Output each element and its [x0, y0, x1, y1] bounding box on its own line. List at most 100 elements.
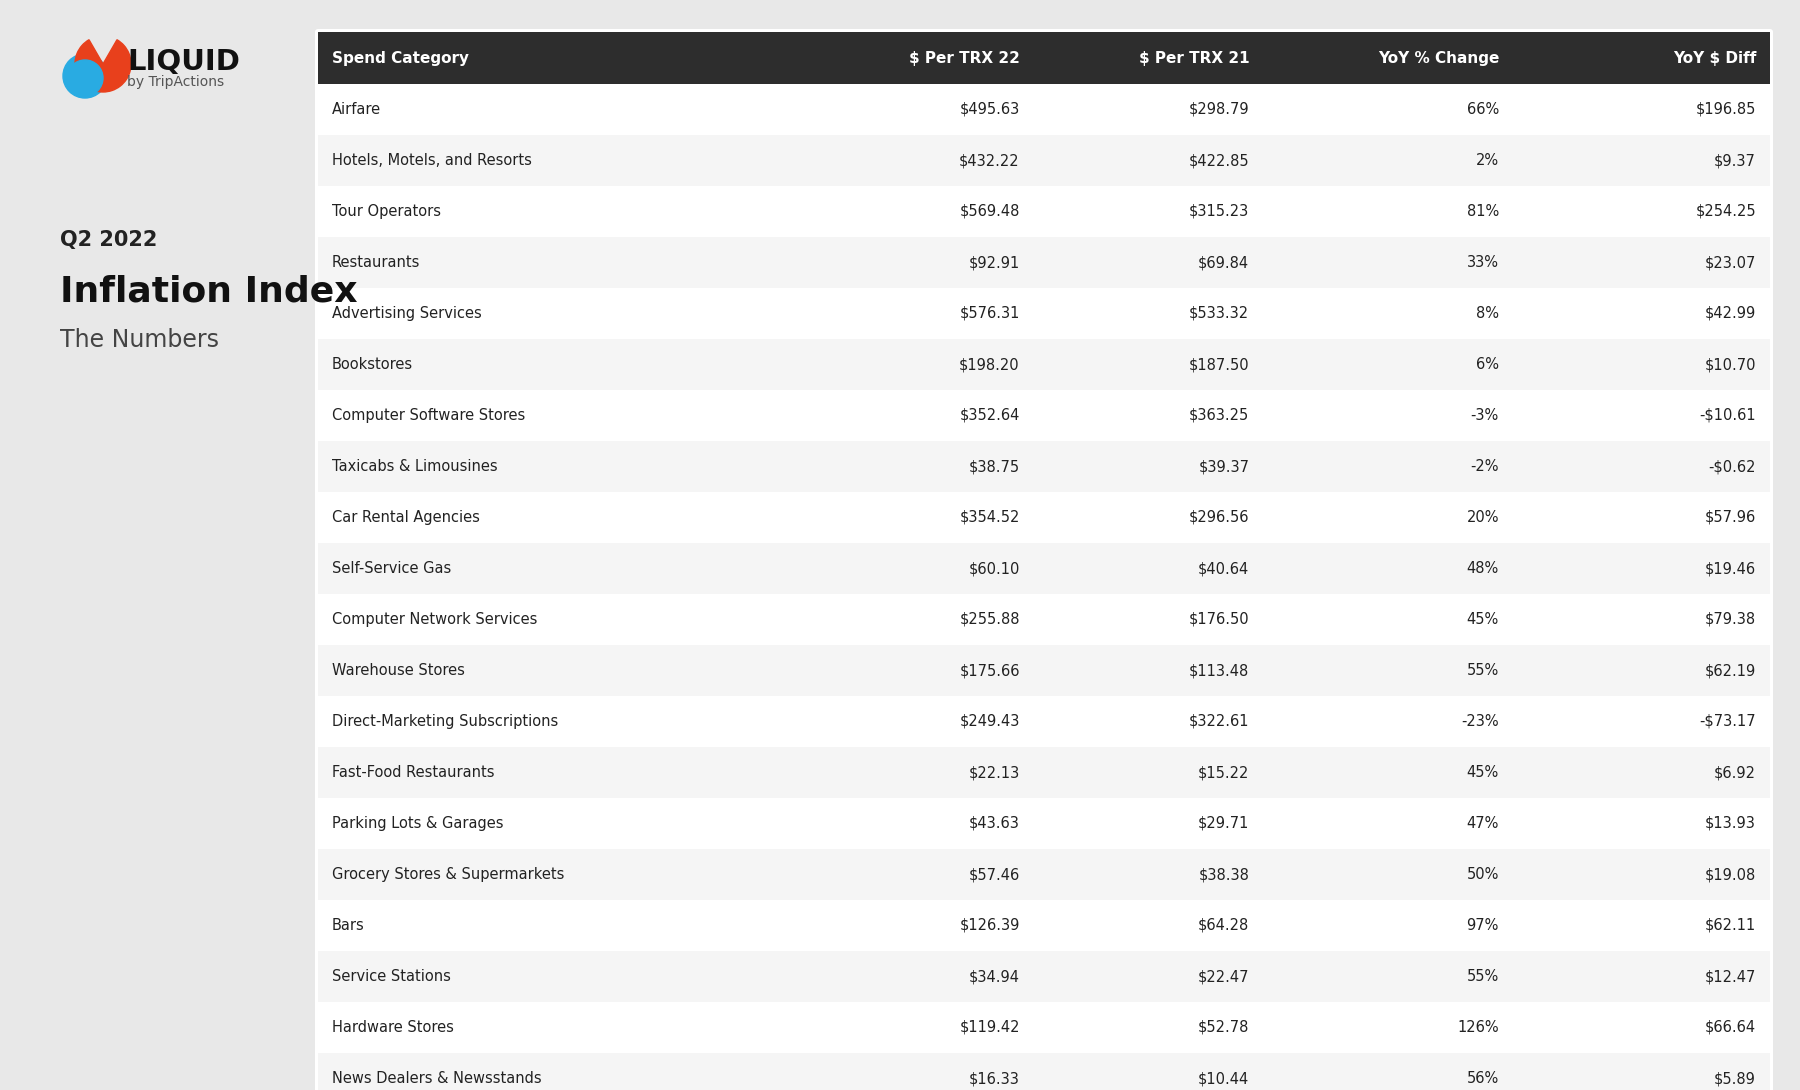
Text: $38.75: $38.75 — [968, 459, 1021, 474]
Text: $254.25: $254.25 — [1696, 204, 1757, 219]
Text: $354.52: $354.52 — [959, 510, 1021, 525]
FancyBboxPatch shape — [319, 1053, 1769, 1090]
Wedge shape — [76, 39, 131, 92]
Text: $432.22: $432.22 — [959, 153, 1021, 168]
Text: $296.56: $296.56 — [1188, 510, 1249, 525]
Text: -$10.61: -$10.61 — [1699, 408, 1757, 423]
Text: Parking Lots & Garages: Parking Lots & Garages — [331, 816, 504, 831]
Text: $39.37: $39.37 — [1199, 459, 1249, 474]
Text: $64.28: $64.28 — [1199, 918, 1249, 933]
Text: $495.63: $495.63 — [959, 102, 1021, 117]
FancyBboxPatch shape — [319, 798, 1769, 849]
Text: $43.63: $43.63 — [968, 816, 1021, 831]
Text: $249.43: $249.43 — [959, 714, 1021, 729]
Text: The Numbers: The Numbers — [59, 328, 220, 352]
Text: 45%: 45% — [1467, 611, 1499, 627]
Text: 126%: 126% — [1458, 1020, 1499, 1036]
Text: $ Per TRX 22: $ Per TRX 22 — [909, 50, 1021, 65]
Text: $57.96: $57.96 — [1705, 510, 1757, 525]
Text: Hardware Stores: Hardware Stores — [331, 1020, 454, 1036]
Text: $19.46: $19.46 — [1705, 561, 1757, 576]
Text: -23%: -23% — [1462, 714, 1499, 729]
Text: YoY $ Diff: YoY $ Diff — [1672, 50, 1757, 65]
Text: $38.38: $38.38 — [1199, 867, 1249, 882]
Text: 81%: 81% — [1467, 204, 1499, 219]
Text: Advertising Services: Advertising Services — [331, 306, 482, 320]
FancyBboxPatch shape — [319, 186, 1769, 237]
Text: $15.22: $15.22 — [1197, 765, 1249, 780]
Text: $352.64: $352.64 — [959, 408, 1021, 423]
Text: $66.64: $66.64 — [1705, 1020, 1757, 1036]
Text: Tour Operators: Tour Operators — [331, 204, 441, 219]
Text: $29.71: $29.71 — [1197, 816, 1249, 831]
Text: $ Per TRX 21: $ Per TRX 21 — [1139, 50, 1249, 65]
Text: 55%: 55% — [1467, 969, 1499, 984]
Text: $196.85: $196.85 — [1696, 102, 1757, 117]
Text: $22.13: $22.13 — [968, 765, 1021, 780]
Text: $187.50: $187.50 — [1188, 358, 1249, 372]
Text: Car Rental Agencies: Car Rental Agencies — [331, 510, 481, 525]
FancyBboxPatch shape — [319, 594, 1769, 645]
Text: News Dealers & Newsstands: News Dealers & Newsstands — [331, 1071, 542, 1086]
Text: $113.48: $113.48 — [1190, 663, 1249, 678]
Text: $10.44: $10.44 — [1199, 1071, 1249, 1086]
Text: $57.46: $57.46 — [968, 867, 1021, 882]
Text: $255.88: $255.88 — [959, 611, 1021, 627]
Text: $12.47: $12.47 — [1705, 969, 1757, 984]
FancyBboxPatch shape — [319, 747, 1769, 798]
Text: Bars: Bars — [331, 918, 365, 933]
Text: $176.50: $176.50 — [1188, 611, 1249, 627]
Text: Hotels, Motels, and Resorts: Hotels, Motels, and Resorts — [331, 153, 531, 168]
Text: 66%: 66% — [1467, 102, 1499, 117]
Text: Self-Service Gas: Self-Service Gas — [331, 561, 452, 576]
Text: -$73.17: -$73.17 — [1699, 714, 1757, 729]
FancyBboxPatch shape — [319, 135, 1769, 186]
Text: 45%: 45% — [1467, 765, 1499, 780]
Text: Fast-Food Restaurants: Fast-Food Restaurants — [331, 765, 495, 780]
Text: Q2 2022: Q2 2022 — [59, 230, 157, 250]
Circle shape — [63, 54, 106, 98]
Text: $34.94: $34.94 — [968, 969, 1021, 984]
Text: 6%: 6% — [1476, 358, 1499, 372]
FancyBboxPatch shape — [319, 900, 1769, 950]
Text: $9.37: $9.37 — [1714, 153, 1757, 168]
Text: $322.61: $322.61 — [1188, 714, 1249, 729]
FancyBboxPatch shape — [319, 1002, 1769, 1053]
Text: Bookstores: Bookstores — [331, 358, 414, 372]
Text: 20%: 20% — [1467, 510, 1499, 525]
Text: $533.32: $533.32 — [1190, 306, 1249, 320]
Text: 8%: 8% — [1476, 306, 1499, 320]
Text: by TripActions: by TripActions — [128, 75, 225, 89]
Text: $6.92: $6.92 — [1714, 765, 1757, 780]
FancyBboxPatch shape — [319, 84, 1769, 135]
Text: Computer Software Stores: Computer Software Stores — [331, 408, 526, 423]
Text: $13.93: $13.93 — [1705, 816, 1757, 831]
FancyBboxPatch shape — [319, 441, 1769, 492]
Text: $69.84: $69.84 — [1199, 255, 1249, 270]
Text: $298.79: $298.79 — [1188, 102, 1249, 117]
Text: Grocery Stores & Supermarkets: Grocery Stores & Supermarkets — [331, 867, 565, 882]
Text: Computer Network Services: Computer Network Services — [331, 611, 538, 627]
Text: Direct-Marketing Subscriptions: Direct-Marketing Subscriptions — [331, 714, 558, 729]
Text: $422.85: $422.85 — [1188, 153, 1249, 168]
Text: 50%: 50% — [1467, 867, 1499, 882]
Text: Inflation Index: Inflation Index — [59, 275, 358, 308]
Text: -$0.62: -$0.62 — [1708, 459, 1757, 474]
FancyBboxPatch shape — [315, 29, 1773, 1090]
Text: $62.11: $62.11 — [1705, 918, 1757, 933]
Text: $198.20: $198.20 — [959, 358, 1021, 372]
FancyBboxPatch shape — [319, 32, 1769, 84]
Text: $5.89: $5.89 — [1714, 1071, 1757, 1086]
Text: 48%: 48% — [1467, 561, 1499, 576]
Text: $62.19: $62.19 — [1705, 663, 1757, 678]
Text: $576.31: $576.31 — [959, 306, 1021, 320]
Text: $10.70: $10.70 — [1705, 358, 1757, 372]
Text: $42.99: $42.99 — [1705, 306, 1757, 320]
FancyBboxPatch shape — [319, 950, 1769, 1002]
FancyBboxPatch shape — [319, 849, 1769, 900]
Text: 33%: 33% — [1467, 255, 1499, 270]
Text: 47%: 47% — [1467, 816, 1499, 831]
Text: Service Stations: Service Stations — [331, 969, 450, 984]
Text: Airfare: Airfare — [331, 102, 382, 117]
Text: 56%: 56% — [1467, 1071, 1499, 1086]
